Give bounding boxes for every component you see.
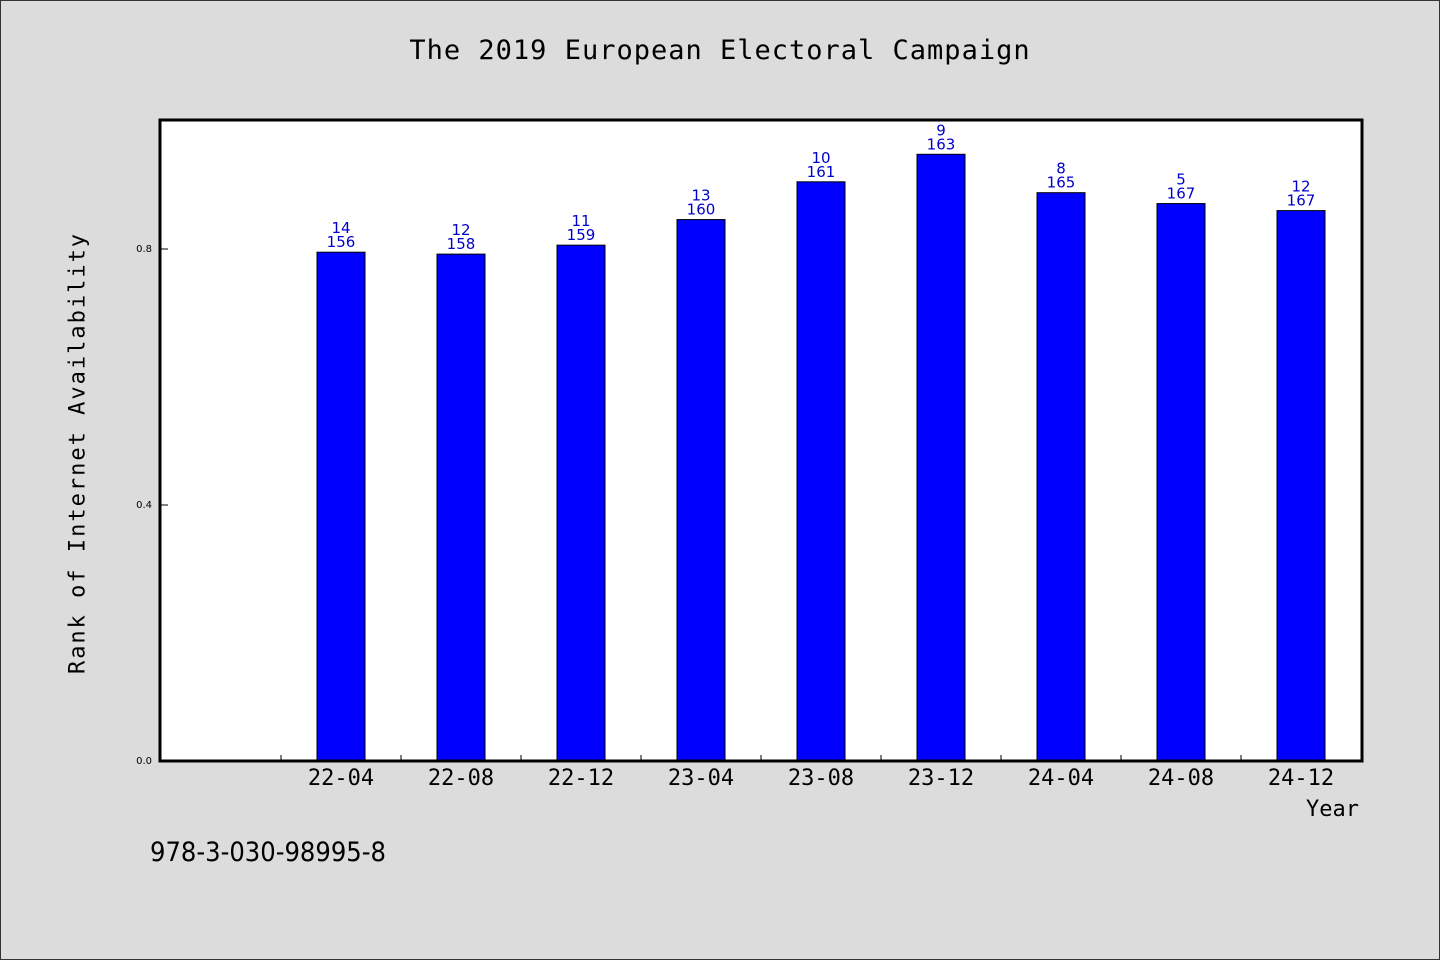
bar-label-bottom: 159 <box>567 226 596 244</box>
bar <box>676 219 726 762</box>
x-tick-label: 22-04 <box>308 766 374 791</box>
bar-label-bottom: 167 <box>1287 192 1316 210</box>
x-tick-label: 24-04 <box>1028 766 1094 791</box>
bar-label-bottom: 161 <box>807 163 836 181</box>
isbn-label: 978-3-030-98995-8 <box>150 837 386 868</box>
bar-label-top: 10 <box>811 149 830 167</box>
bar-label-bottom: 156 <box>327 233 356 251</box>
bar-label-bottom: 167 <box>1167 185 1196 203</box>
y-tick-label: 0.4 <box>136 500 152 511</box>
bar-label-top: 13 <box>691 187 710 205</box>
bar-label-bottom: 163 <box>927 135 956 153</box>
bar-label-top: 12 <box>451 221 470 239</box>
bar-label-top: 8 <box>1056 160 1066 178</box>
bar-label-top: 12 <box>1291 178 1310 196</box>
bar <box>436 253 486 762</box>
bar-label-top: 5 <box>1176 171 1186 189</box>
bar-label-top: 9 <box>936 121 946 139</box>
x-tick-label: 22-12 <box>548 766 614 791</box>
x-tick-label: 24-12 <box>1268 766 1334 791</box>
x-tick-label: 23-08 <box>788 766 854 791</box>
bar <box>1276 210 1326 762</box>
bar-label-bottom: 165 <box>1047 174 1076 192</box>
bar-label-top: 11 <box>571 212 590 230</box>
x-tick-label: 24-08 <box>1148 766 1214 791</box>
plot-frame <box>158 118 1364 763</box>
bar <box>916 153 966 762</box>
x-tick-label: 23-04 <box>668 766 734 791</box>
bar <box>316 251 366 762</box>
x-tick-label: 23-12 <box>908 766 974 791</box>
bar <box>1156 203 1206 762</box>
bar <box>1036 192 1086 762</box>
bar-label-top: 14 <box>331 219 350 237</box>
y-tick-label: 0.8 <box>136 244 152 255</box>
bar <box>796 181 846 762</box>
bar-label-bottom: 160 <box>687 201 716 219</box>
x-axis-label: Year <box>1306 797 1359 822</box>
chart-title: The 2019 European Electoral Campaign <box>409 35 1031 66</box>
y-tick-label: 0.0 <box>136 756 152 767</box>
bar <box>556 244 606 762</box>
x-tick-label: 22-08 <box>428 766 494 791</box>
bar-label-bottom: 158 <box>447 235 476 253</box>
